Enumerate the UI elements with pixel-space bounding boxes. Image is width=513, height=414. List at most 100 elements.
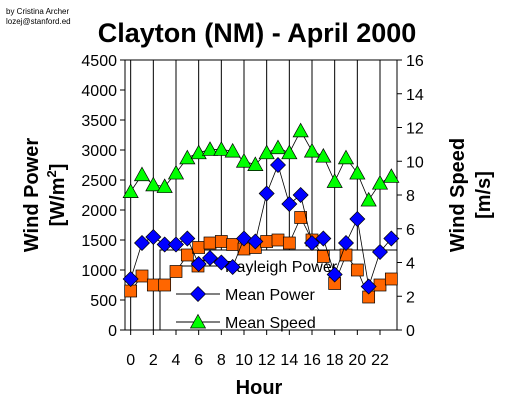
right-tick-label: 6 (406, 222, 415, 239)
data-point-triangle (383, 168, 400, 183)
data-point-triangle (349, 164, 366, 180)
x-tick-label: 2 (149, 352, 158, 369)
data-point-diamond (338, 235, 354, 251)
left-tick-label: 500 (90, 293, 117, 310)
data-point-diamond (258, 185, 275, 202)
data-point-diamond (383, 230, 400, 247)
data-point-diamond (292, 187, 309, 203)
data-point-triangle (281, 144, 298, 160)
legend-label: Mean Power (225, 287, 315, 304)
data-point-diamond (145, 229, 162, 245)
data-point-square (203, 236, 217, 250)
credit-line-1: by Cristina Archer (6, 7, 69, 16)
data-point-square (384, 272, 398, 286)
left-tick-label: 1000 (81, 263, 117, 280)
data-point-square (214, 235, 228, 248)
x-tick-label: 6 (194, 352, 203, 369)
axes: 0500100015002000250030003500400045000246… (81, 53, 423, 369)
right-tick-label: 14 (406, 87, 424, 104)
data-point-square (169, 265, 183, 278)
data-point-triangle (133, 166, 151, 182)
left-tick-label: 4000 (81, 83, 117, 100)
data-point-diamond (281, 196, 298, 212)
data-point-diamond (326, 266, 343, 283)
left-tick-label: 2000 (81, 203, 117, 220)
data-point-diamond (213, 254, 230, 271)
x-tick-label: 22 (371, 352, 389, 369)
data-point-square (373, 278, 387, 292)
left-axis-title: Wind Power [W/m2] (21, 138, 69, 252)
right-axis-title: Wind Speed [m/s] (447, 138, 495, 252)
data-point-triangle (122, 183, 139, 198)
data-point-triangle (213, 141, 230, 156)
right-tick-label: 4 (406, 256, 415, 273)
data-point-triangle (224, 142, 241, 158)
data-point-triangle (360, 191, 377, 207)
data-point-square (271, 233, 285, 247)
data-point-triangle (337, 149, 355, 165)
data-point-diamond (156, 236, 173, 253)
data-point-triangle (247, 156, 264, 171)
x-tick-label: 18 (326, 352, 344, 369)
x-tick-label: 20 (348, 352, 366, 369)
data-point-square (158, 278, 172, 292)
data-point-square (146, 278, 160, 292)
left-tick-label: 3000 (81, 143, 117, 160)
data-point-triangle (179, 149, 196, 165)
data-point-diamond (236, 230, 252, 247)
x-tick-label: 0 (126, 352, 135, 369)
data-point-diamond (349, 211, 366, 227)
legend-label: Rayleigh Power (225, 259, 338, 276)
left-tick-label: 4500 (81, 53, 117, 70)
data-point-diamond (360, 278, 377, 295)
x-tick-label: 10 (235, 352, 253, 369)
data-point-diamond (304, 235, 320, 251)
right-axis-title-line1: Wind Speed (447, 138, 469, 252)
data-point-square (192, 241, 206, 254)
left-axis-title-line1: Wind Power (21, 138, 43, 252)
right-tick-label: 16 (406, 53, 424, 70)
data-point-triangle (315, 147, 332, 163)
legend-label: Mean Speed (225, 315, 316, 332)
chart-title: Clayton (NM) - April 2000 (98, 18, 417, 48)
data-point-diamond (168, 236, 184, 253)
data-point-square (226, 238, 240, 251)
x-tick-label: 16 (303, 352, 321, 369)
data-point-square (294, 211, 308, 224)
data-point-diamond (224, 259, 241, 275)
x-tick-label: 8 (217, 352, 226, 369)
data-point-square (135, 269, 149, 283)
data-point-diamond (247, 233, 264, 250)
left-tick-label: 2500 (81, 173, 117, 190)
data-point-triangle (145, 176, 162, 192)
data-point-triangle (269, 139, 287, 155)
right-tick-label: 10 (406, 154, 424, 171)
data-point-square (350, 263, 364, 277)
x-tick-label: 14 (280, 352, 298, 369)
right-tick-label: 2 (406, 289, 415, 306)
data-point-diamond (179, 230, 196, 247)
left-tick-label: 0 (108, 323, 117, 340)
data-point-triangle (303, 142, 321, 158)
left-tick-label: 1500 (81, 233, 117, 250)
data-point-triangle (326, 173, 343, 188)
right-tick-label: 0 (406, 323, 415, 340)
right-axis-title-line2: [m/s] (473, 171, 495, 219)
data-point-square (282, 236, 296, 250)
data-point-diamond (315, 230, 332, 247)
legend-marker-diamond (190, 286, 206, 302)
legend-marker-triangle (189, 313, 207, 329)
data-point-diamond (270, 157, 286, 173)
x-axis-title: Hour (236, 377, 283, 399)
series-layer (122, 122, 400, 304)
data-point-diamond (202, 250, 218, 266)
data-point-triangle (258, 144, 275, 160)
left-axis-title-line2: [W/m2] (44, 164, 69, 227)
left-tick-label: 3500 (81, 113, 117, 130)
data-point-diamond (122, 271, 139, 287)
credit-line-2: lozej@stanford.ed (6, 17, 71, 26)
data-point-diamond (134, 235, 150, 251)
data-point-triangle (167, 164, 185, 180)
right-tick-label: 12 (406, 121, 424, 138)
